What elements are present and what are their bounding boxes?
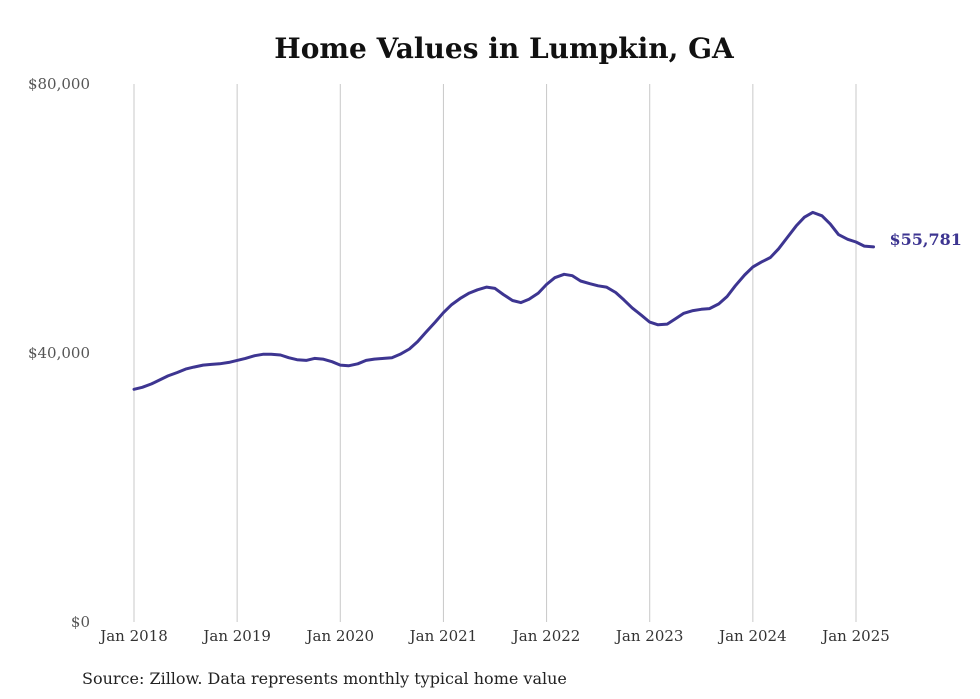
end-value-label: $55,781 xyxy=(890,230,962,249)
y-axis-ticks: $0 $40,000 $80,000 xyxy=(28,75,90,631)
y-tick-label: $0 xyxy=(71,613,90,631)
source-note: Source: Zillow. Data represents monthly … xyxy=(82,669,567,688)
y-tick-label: $80,000 xyxy=(28,75,90,93)
x-tick-label: Jan 2018 xyxy=(98,627,168,645)
x-tick-label: Jan 2025 xyxy=(820,627,890,645)
x-tick-label: Jan 2022 xyxy=(511,627,581,645)
x-tick-label: Jan 2020 xyxy=(305,627,375,645)
gridlines xyxy=(133,84,857,622)
chart-title: Home Values in Lumpkin, GA xyxy=(274,32,735,65)
x-tick-label: Jan 2023 xyxy=(614,627,684,645)
x-tick-label: Jan 2024 xyxy=(717,627,787,645)
x-tick-label: Jan 2019 xyxy=(201,627,271,645)
x-axis-ticks: Jan 2018 Jan 2019 Jan 2020 Jan 2021 Jan 2022… xyxy=(98,627,890,645)
y-tick-label: $40,000 xyxy=(28,344,90,362)
series-line xyxy=(132,210,875,391)
x-tick-label: Jan 2021 xyxy=(408,627,478,645)
